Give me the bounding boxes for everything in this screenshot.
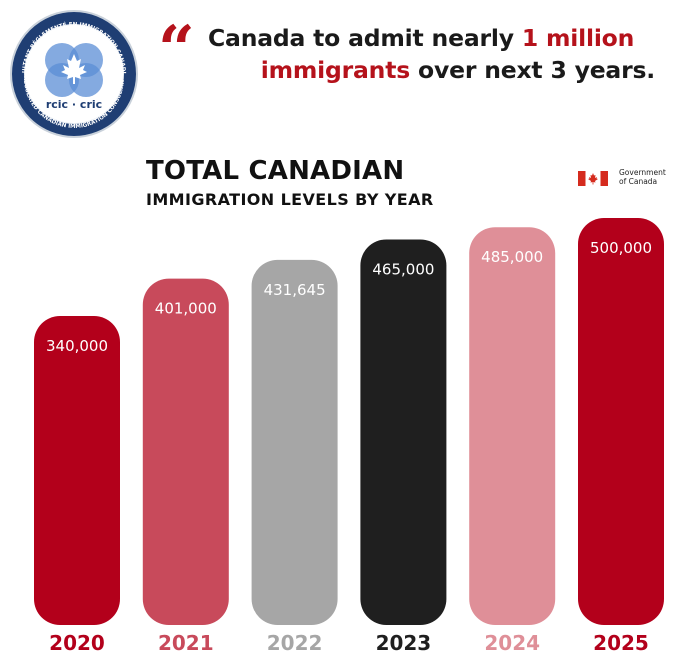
bar-value-label-2024: 485,000 [481,248,543,266]
maple-leaf-icon [61,54,87,84]
category-label-2023: 2023 [376,631,432,655]
government-line1: Government [619,168,666,177]
headline-part1: Canada to admit nearly [208,24,522,52]
bar-2025 [578,218,664,625]
category-label-2024: 2024 [484,631,540,655]
headline: “ Canada to admit nearly 1 million immig… [158,12,673,87]
bar-2021 [142,278,229,625]
bar-value-label-2021: 401,000 [155,300,217,318]
chart-subtitle: IMMIGRATION LEVELS BY YEAR [146,190,434,209]
headline-highlight-1: 1 million [521,24,635,52]
bar-2020 [34,316,120,625]
quote-icon: “ [158,12,195,87]
government-line2: of Canada [619,177,658,186]
canada-flag-icon [578,171,608,186]
government-of-canada-wordmark: Government of Canada [578,168,678,192]
bar-value-label-2025: 500,000 [590,239,652,257]
bar-2023 [360,239,447,625]
bar-value-label-2023: 465,000 [372,260,434,278]
bar-value-label-2020: 340,000 [46,337,108,355]
bar-2022 [251,259,338,625]
bar-2024 [469,227,556,625]
logo-ring [12,12,136,136]
bar-value-label-2022: 431,645 [264,281,326,299]
headline-highlight-2: immigrants [260,56,411,84]
rcic-logo: CONSULTANT RÉGLEMENTÉ EN IMMIGRATION CAN… [8,8,138,138]
category-label-2020: 2020 [49,631,105,655]
logo-label: rcic · cric [46,98,102,111]
category-label-2021: 2021 [158,631,214,655]
chart-title: TOTAL CANADIAN [146,156,405,186]
category-label-2022: 2022 [267,631,323,655]
headline-part2: over next 3 years. [410,56,655,84]
category-label-2025: 2025 [593,631,649,655]
